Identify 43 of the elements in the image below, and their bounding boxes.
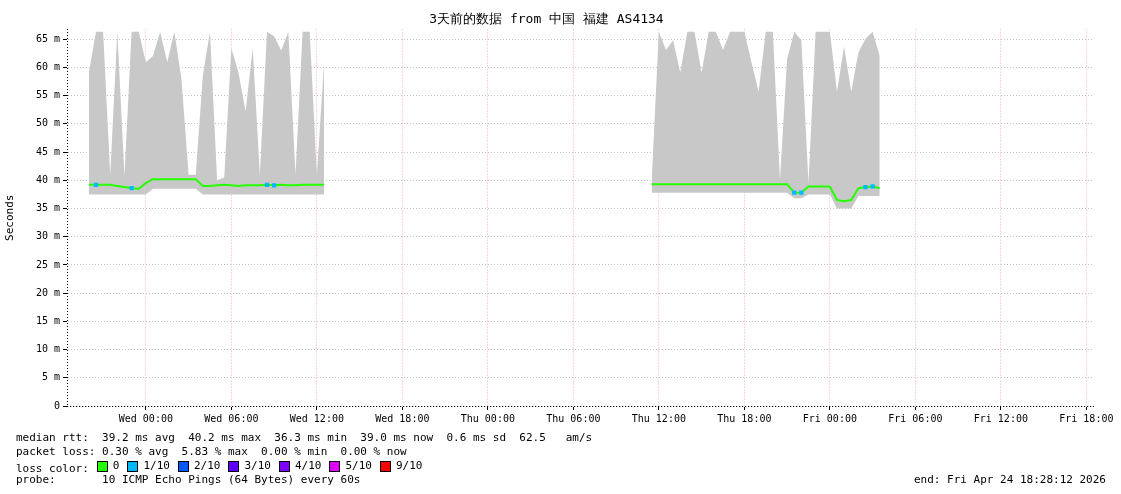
legend-title: loss color: (16, 461, 89, 475)
x-tick-label: Thu 06:00 (546, 412, 601, 424)
legend-label: 4/10 (294, 459, 322, 473)
y-axis-title: Seconds (3, 194, 17, 241)
y-tick-label: 65 m (35, 32, 60, 44)
y-tick-label: 15 m (35, 314, 60, 326)
y-tick-label: 45 m (35, 145, 60, 157)
x-tick-label: Thu 18:00 (717, 412, 772, 424)
x-tick-label: Wed 06:00 (204, 412, 259, 424)
y-tick-label: 35 m (35, 202, 60, 214)
text: median rtt: 39.2 ms avg 40.2 ms max 36.3 ms min 39.0 ms now 0.6 ms sd 62.5 am/s (16, 431, 594, 445)
point (863, 184, 868, 190)
x-tick-label: Wed 12:00 (289, 412, 344, 424)
x-tick-label: Fri 12:00 (973, 412, 1028, 424)
x-tick-label: Fri 06:00 (888, 412, 943, 424)
x-tick-label: Fri 18:00 (1059, 412, 1114, 424)
y-tick-label: 0 (53, 399, 60, 411)
x-tick-label: Fri 00:00 (802, 412, 857, 424)
legend-label: 0 (112, 459, 120, 473)
y-tick-label: 60 m (35, 61, 60, 72)
legend-label: 5/10 (345, 459, 372, 473)
text: probe: 10 ICMP Echo Pings (64 Bytes) every 60s (16, 473, 361, 486)
y-tick-label: 50 m (35, 117, 60, 129)
y-tick-label: 20 m (35, 286, 60, 298)
legend-label: 9/10 (395, 459, 423, 473)
text: packet loss: 0.30 % avg 5.83 % max 0.00 % min 0.00 % now (16, 445, 408, 459)
legend-label: 3/10 (244, 459, 271, 473)
chart-title: 3天前的数据 from 中国 福建 AS4134 (429, 11, 664, 27)
y-tick-label: 30 m (35, 230, 60, 242)
text: end: Fri Apr 24 18:28:12 2026 (913, 473, 1106, 487)
point (870, 184, 875, 189)
y-tick-label: 40 m (35, 173, 60, 185)
y-tick-label: 25 m (35, 258, 60, 270)
legend-label: 2/10 (193, 459, 221, 473)
x-tick-label: Wed 18:00 (375, 412, 430, 424)
legend-label: 1/10 (143, 459, 170, 473)
y-tick-label: 5 m (41, 371, 60, 383)
y-tick-label: 55 m (35, 89, 60, 101)
x-tick-label: Thu 00:00 (460, 412, 515, 424)
y-tick-label: 10 m (35, 343, 60, 355)
point (129, 186, 134, 191)
x-tick-label: Thu 12:00 (631, 412, 686, 424)
x-tick-label: Wed 00:00 (118, 412, 173, 424)
